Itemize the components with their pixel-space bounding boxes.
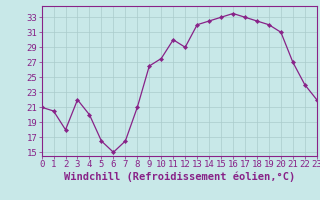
X-axis label: Windchill (Refroidissement éolien,°C): Windchill (Refroidissement éolien,°C) bbox=[64, 172, 295, 182]
